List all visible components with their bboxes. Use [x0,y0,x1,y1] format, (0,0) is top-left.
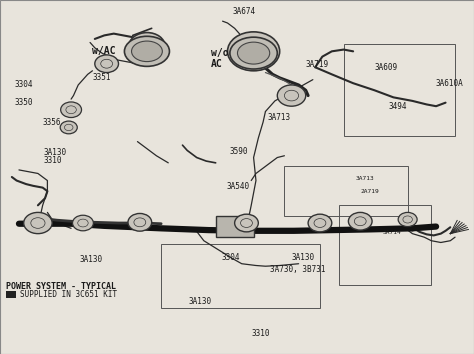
Text: 3A610A: 3A610A [435,79,463,88]
Text: 3494: 3494 [389,102,407,111]
Text: 3310: 3310 [251,329,270,338]
Ellipse shape [131,41,162,62]
Circle shape [277,85,306,106]
Text: 3304: 3304 [222,253,240,262]
Text: 3A540: 3A540 [227,182,250,192]
Text: 2A719: 2A719 [360,189,379,194]
Bar [344,44,455,136]
Text: 3A130: 3A130 [189,297,212,306]
Circle shape [398,212,417,227]
Circle shape [24,212,52,234]
Circle shape [95,55,118,73]
Circle shape [60,121,77,134]
Text: 3A730, 3B731: 3A730, 3B731 [270,264,326,274]
Text: 3A674: 3A674 [232,7,255,16]
Circle shape [128,213,152,231]
Text: 3A719: 3A719 [306,60,329,69]
Text: 3310: 3310 [44,156,62,165]
Bar [161,244,320,308]
Text: 3A609: 3A609 [374,63,398,73]
Text: 3356: 3356 [43,118,61,127]
Text: 3350: 3350 [14,98,33,107]
Bar [216,216,254,237]
Text: 3590: 3590 [230,147,248,156]
Circle shape [61,102,82,118]
Text: 3A713: 3A713 [268,113,291,122]
Circle shape [73,215,93,231]
Bar [284,166,408,216]
Text: POWER SYSTEM - TYPICAL: POWER SYSTEM - TYPICAL [6,282,116,291]
Ellipse shape [124,36,169,67]
Text: w/o
AC: w/o AC [211,47,228,69]
Ellipse shape [237,42,270,64]
Bar [6,291,16,298]
Text: 3A130: 3A130 [292,253,315,262]
Text: SUPPLIED IN 3C651 KIT: SUPPLIED IN 3C651 KIT [20,290,117,299]
Text: 3304: 3304 [14,80,33,90]
Circle shape [348,212,372,230]
Text: 3351: 3351 [92,73,111,82]
Circle shape [228,32,280,71]
Text: w/AC: w/AC [92,46,116,56]
Bar [339,205,431,285]
Text: 3A714: 3A714 [383,230,402,235]
Ellipse shape [230,37,277,69]
Circle shape [308,214,332,232]
Circle shape [235,214,258,232]
Circle shape [129,33,165,59]
Text: 3A130: 3A130 [80,255,103,264]
Text: 3A130: 3A130 [44,148,67,158]
Text: 3A713: 3A713 [356,176,374,181]
